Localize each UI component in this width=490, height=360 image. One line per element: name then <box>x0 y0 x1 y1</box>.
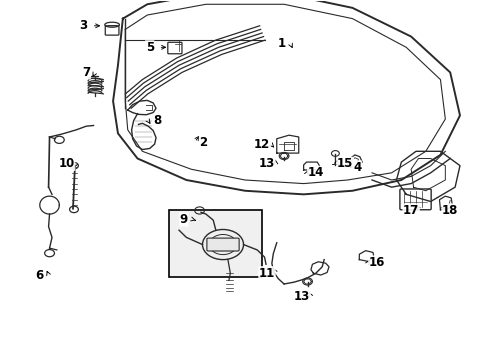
Text: 2: 2 <box>199 136 208 149</box>
Text: 3: 3 <box>79 19 87 32</box>
Text: 4: 4 <box>353 161 362 174</box>
Text: 5: 5 <box>146 41 154 54</box>
Text: 17: 17 <box>403 204 419 217</box>
Text: 18: 18 <box>442 204 459 217</box>
Text: 15: 15 <box>337 157 353 170</box>
Text: 8: 8 <box>153 114 161 127</box>
Text: 16: 16 <box>369 256 385 269</box>
Text: 12: 12 <box>254 138 270 150</box>
Text: 9: 9 <box>180 213 188 226</box>
Text: 10: 10 <box>58 157 75 170</box>
Text: 13: 13 <box>259 157 275 170</box>
Text: 1: 1 <box>277 37 286 50</box>
Text: 13: 13 <box>294 290 310 303</box>
FancyBboxPatch shape <box>169 211 262 277</box>
FancyBboxPatch shape <box>207 238 239 251</box>
Text: 11: 11 <box>259 267 275 280</box>
Text: 14: 14 <box>308 166 324 179</box>
Text: 6: 6 <box>36 269 44 282</box>
Text: 7: 7 <box>82 66 90 79</box>
